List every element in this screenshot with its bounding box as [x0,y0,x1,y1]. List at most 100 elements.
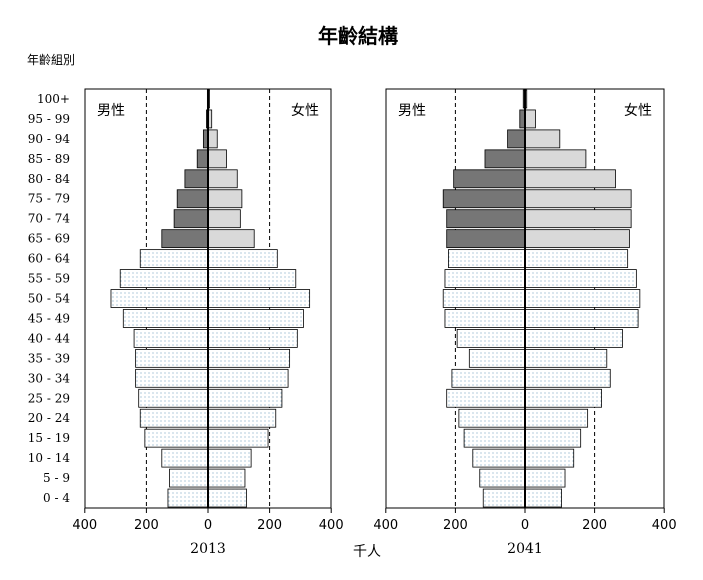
male-bar [482,488,526,508]
male-bar [119,269,209,288]
male-bar [453,169,526,189]
male-bar [167,488,209,508]
female-bar [524,329,623,348]
male-bar [458,408,526,428]
male-bar [446,388,526,408]
male-bar [479,468,526,488]
female-label: 女性 [624,102,652,119]
age-group-label: 15 - 19 [28,431,70,445]
female-bar [207,229,255,249]
male-bar [110,289,209,308]
male-bar [139,249,209,268]
age-group-label: 70 - 74 [28,212,71,226]
age-group-label: 10 - 14 [28,451,71,465]
female-bar [207,368,289,388]
male-bar [446,209,526,229]
female-bar [524,468,566,488]
female-bar [207,249,278,268]
age-group-label: 75 - 79 [28,192,70,206]
age-group-label: 30 - 34 [28,371,71,385]
x-tick-label: 400 [319,518,344,533]
male-bar [442,189,526,209]
female-bar [524,189,632,209]
male-bar [442,289,526,308]
male-bar [161,229,209,249]
male-bar [138,388,209,408]
male-bar [444,309,526,328]
x-tick-label: 200 [134,518,159,533]
male-bar [169,468,209,488]
age-group-label: 50 - 54 [28,292,71,306]
male-bar [456,329,526,348]
male-bar [135,368,209,388]
female-bar [524,209,632,229]
male-label: 男性 [398,103,426,119]
x-tick-label: 200 [257,518,282,533]
male-bar [451,368,526,388]
female-bar [207,428,269,448]
male-bar [173,209,209,229]
age-group-label: 40 - 44 [28,331,71,345]
x-tick-label: 400 [373,518,398,533]
age-group-label: 55 - 59 [28,272,70,286]
x-tick-label: 400 [72,518,97,533]
female-bar [207,189,243,209]
male-bar [446,229,526,249]
age-group-label: 80 - 84 [28,172,71,186]
male-bar [472,448,526,468]
male-label: 男性 [97,103,125,119]
female-bar [207,468,246,488]
age-group-label: 45 - 49 [28,311,70,325]
female-bar [207,388,283,408]
age-group-label: 60 - 64 [28,252,71,266]
female-bar [207,408,277,428]
age-group-label: 85 - 89 [28,152,70,166]
female-bar [207,488,247,508]
x-tick-label: 200 [582,518,607,533]
y-axis-title: 年齡組別 [27,53,75,67]
female-bar [524,289,641,308]
male-bar [484,149,526,169]
male-bar [133,329,209,348]
female-bar [207,209,241,229]
pyramid-panel-2013: 男性 女性 400 200 0 200 400 2013 [72,88,344,557]
panel-year-label: 2041 [507,541,543,557]
female-bar [524,309,639,328]
female-bar [524,368,611,388]
female-bar [207,289,311,308]
female-bar [207,169,238,189]
chart-title: 年齡結構 [318,24,398,48]
male-bar [444,269,526,288]
age-group-label: 0 - 4 [43,491,70,505]
male-bar [135,348,209,368]
female-bar [524,169,616,189]
female-bar [207,309,304,328]
x-tick-label: 0 [204,518,212,533]
age-group-label: 5 - 9 [43,471,70,485]
x-axis-title: 千人 [353,544,381,560]
female-bar [524,109,536,129]
female-bar [524,428,582,448]
female-bar [207,269,297,288]
male-bar [507,129,526,149]
panel-year-label: 2013 [190,541,226,557]
female-bar [524,129,561,149]
female-bar [524,229,630,249]
female-bar [207,149,227,169]
female-bar [524,388,602,408]
x-tick-label: 200 [443,518,468,533]
male-bar [139,408,209,428]
female-bar [207,129,218,149]
male-bar [448,249,526,268]
male-bar [463,428,526,448]
age-group-labels: 0 - 4 5 - 9 10 - 14 15 - 19 20 - 24 25 - 29 30… [28,92,71,505]
age-group-label: 90 - 94 [28,132,71,146]
male-bar [122,309,209,328]
female-bar [524,149,587,169]
pyramid-panel-2041: 男性 女性 400 200 0 200 400 2041 [373,88,677,557]
pyramid-panels: 男性 女性 400 200 0 200 400 2013 男性 女性 400 200 0 200 400 20… [72,88,677,557]
age-group-label: 20 - 24 [28,411,71,425]
female-bar [524,448,575,468]
age-group-label: 25 - 29 [28,391,70,405]
